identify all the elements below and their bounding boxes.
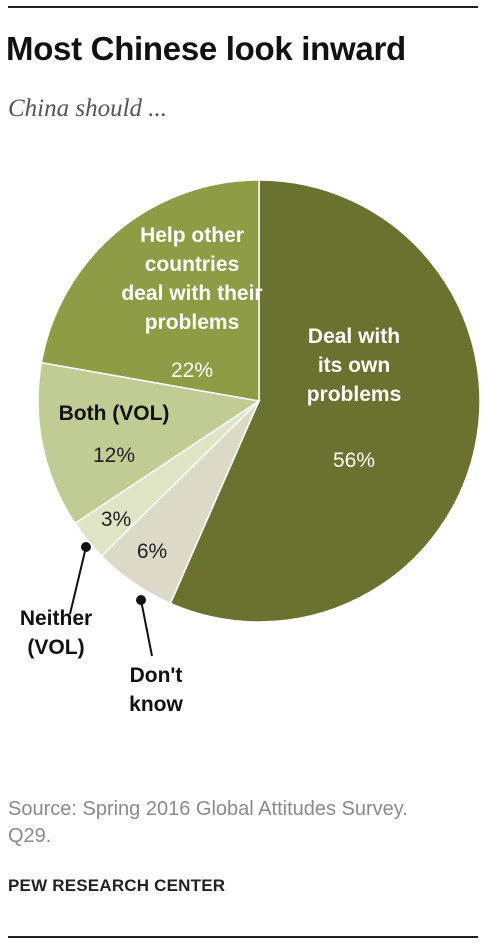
- slice-value-help-other-countries-deal-with-their-problems: 22%: [171, 359, 213, 382]
- slice-value-neither-vol: 3%: [101, 508, 131, 531]
- chart-subtitle: China should ...: [8, 95, 168, 122]
- slice-value-deal-with-its-own-problems: 56%: [333, 449, 375, 472]
- top-rule: [8, 6, 478, 8]
- slice-value-both-vol: 12%: [93, 444, 135, 467]
- slice-value-don-t-know: 6%: [137, 540, 167, 563]
- slice-label-both-vol: Both (VOL): [59, 402, 170, 425]
- leader-line-don-t-know: [140, 599, 153, 657]
- slice-label-neither-vol: Neither (VOL): [20, 607, 92, 659]
- chart-title: Most Chinese look inward: [6, 30, 406, 67]
- credit-line: PEW RESEARCH CENTER: [8, 876, 226, 895]
- leader-line-neither-vol: [69, 546, 87, 615]
- slice-label-don-t-know: Don't know: [129, 664, 183, 716]
- source-note: Source: Spring 2016 Global Attitudes Sur…: [8, 798, 408, 847]
- pie-slice-deal-with-its-own-problems: [169, 179, 481, 623]
- pie-slice-help-other-countries-deal-with-their-problems: [40, 179, 260, 402]
- pie-slice-both-vol: [37, 361, 261, 525]
- bottom-rule: [8, 936, 478, 938]
- pie-chart: Deal with its own problems 56% Don't know 6% Ne…: [20, 179, 481, 716]
- slice-label-deal-with-its-own-problems: Deal with its own problems: [307, 325, 402, 406]
- slice-label-help-other-countries-deal-with-their-problems: Help other countries deal with their proble…: [121, 224, 262, 334]
